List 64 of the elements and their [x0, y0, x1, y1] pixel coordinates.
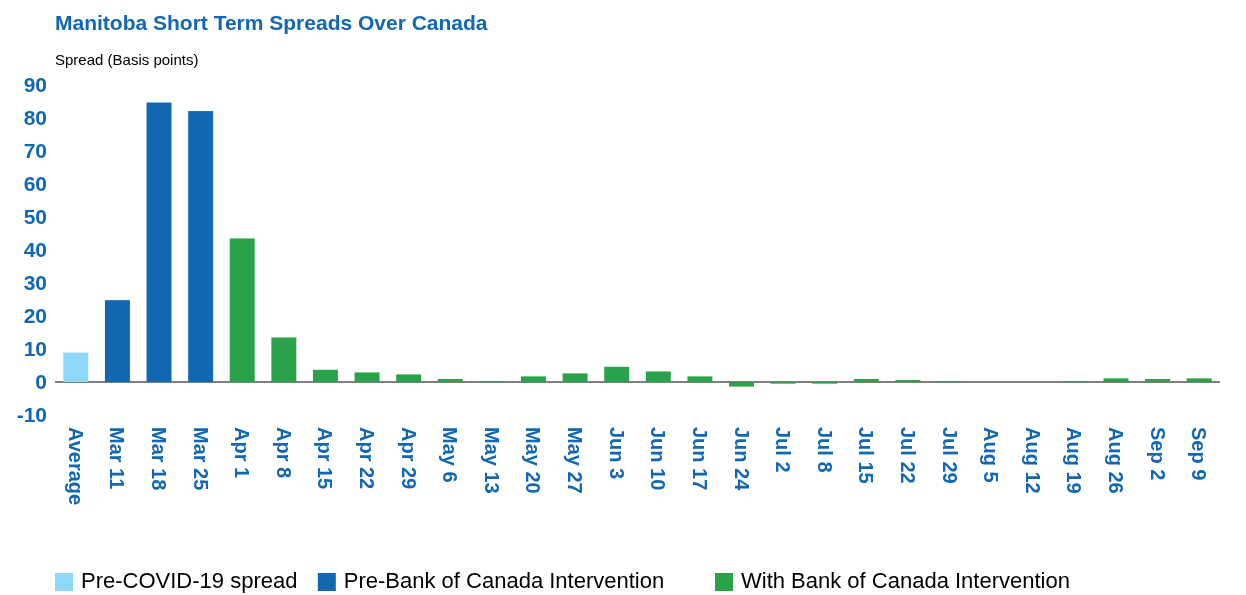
x-tick-label: Jul 29	[938, 427, 961, 484]
y-tick-label: 70	[23, 139, 47, 163]
x-tick-label: Average	[64, 427, 87, 506]
bar	[1186, 378, 1212, 382]
x-tick-label: Jul 8	[813, 427, 836, 473]
x-tick-label: Mar 11	[106, 427, 129, 490]
x-tick-label: Jul 15	[855, 427, 878, 484]
x-tick-label: Jul 22	[896, 427, 919, 484]
x-tick-label: Sep 9	[1188, 427, 1211, 481]
x-tick-label: Jun 3	[605, 427, 628, 480]
y-tick-label: 20	[23, 304, 47, 328]
legend-label: With Bank of Canada Intervention	[741, 568, 1070, 593]
y-tick-label: 30	[23, 271, 47, 295]
x-tick-label: Apr 1	[231, 427, 254, 479]
y-tick-label: 90	[23, 73, 47, 97]
bar	[1145, 379, 1171, 382]
x-tick-label: May 13	[480, 427, 503, 494]
bar	[645, 371, 671, 382]
y-tick-label: 50	[23, 205, 47, 229]
bar	[229, 238, 255, 382]
bar	[63, 352, 89, 382]
bar	[146, 102, 172, 382]
x-tick-label: Jun 10	[647, 427, 670, 491]
y-tick-label: 60	[23, 172, 47, 196]
bar	[188, 111, 214, 382]
y-tick-label: 0	[35, 370, 47, 394]
bar	[853, 379, 879, 382]
bar	[687, 376, 713, 382]
y-tick-label: 10	[23, 337, 47, 361]
x-tick-label: Aug 26	[1104, 427, 1127, 494]
x-tick-label: Jul 2	[772, 427, 795, 473]
bar	[396, 374, 422, 382]
bar	[104, 300, 130, 382]
legend-label: Pre-COVID-19 spread	[81, 568, 298, 593]
y-axis-title: Spread (Basis points)	[55, 51, 199, 68]
x-tick-label: Apr 29	[397, 427, 420, 490]
y-tick-label: 40	[23, 238, 47, 262]
y-tick-label: -10	[16, 403, 47, 427]
x-tick-label: Aug 19	[1063, 427, 1086, 494]
chart-title: Manitoba Short Term Spreads Over Canada	[55, 11, 488, 34]
bar	[1103, 378, 1129, 382]
x-tick-label: May 27	[564, 427, 587, 494]
x-tick-label: Mar 25	[189, 427, 212, 491]
x-tick-label: Aug 12	[1021, 427, 1044, 494]
x-tick-label: Apr 22	[356, 427, 379, 490]
x-tick-label: Apr 8	[272, 427, 295, 479]
bar	[604, 366, 630, 382]
bar	[271, 337, 297, 382]
x-tick-label: Jun 17	[688, 427, 711, 491]
x-tick-label: May 20	[522, 427, 545, 494]
x-tick-label: Sep 2	[1146, 427, 1169, 481]
legend-label: Pre-Bank of Canada Intervention	[343, 568, 665, 593]
bar	[312, 369, 338, 382]
x-tick-label: May 6	[439, 427, 462, 483]
x-tick-label: Jun 24	[730, 427, 753, 492]
bar	[437, 379, 463, 382]
bar	[562, 373, 588, 382]
x-tick-label: Aug 5	[980, 427, 1003, 483]
bar	[354, 372, 380, 382]
x-tick-label: Mar 18	[148, 427, 171, 491]
bar	[729, 382, 754, 387]
x-tick-label: Apr 15	[314, 427, 337, 490]
y-tick-label: 80	[23, 106, 47, 130]
bar	[521, 376, 546, 382]
